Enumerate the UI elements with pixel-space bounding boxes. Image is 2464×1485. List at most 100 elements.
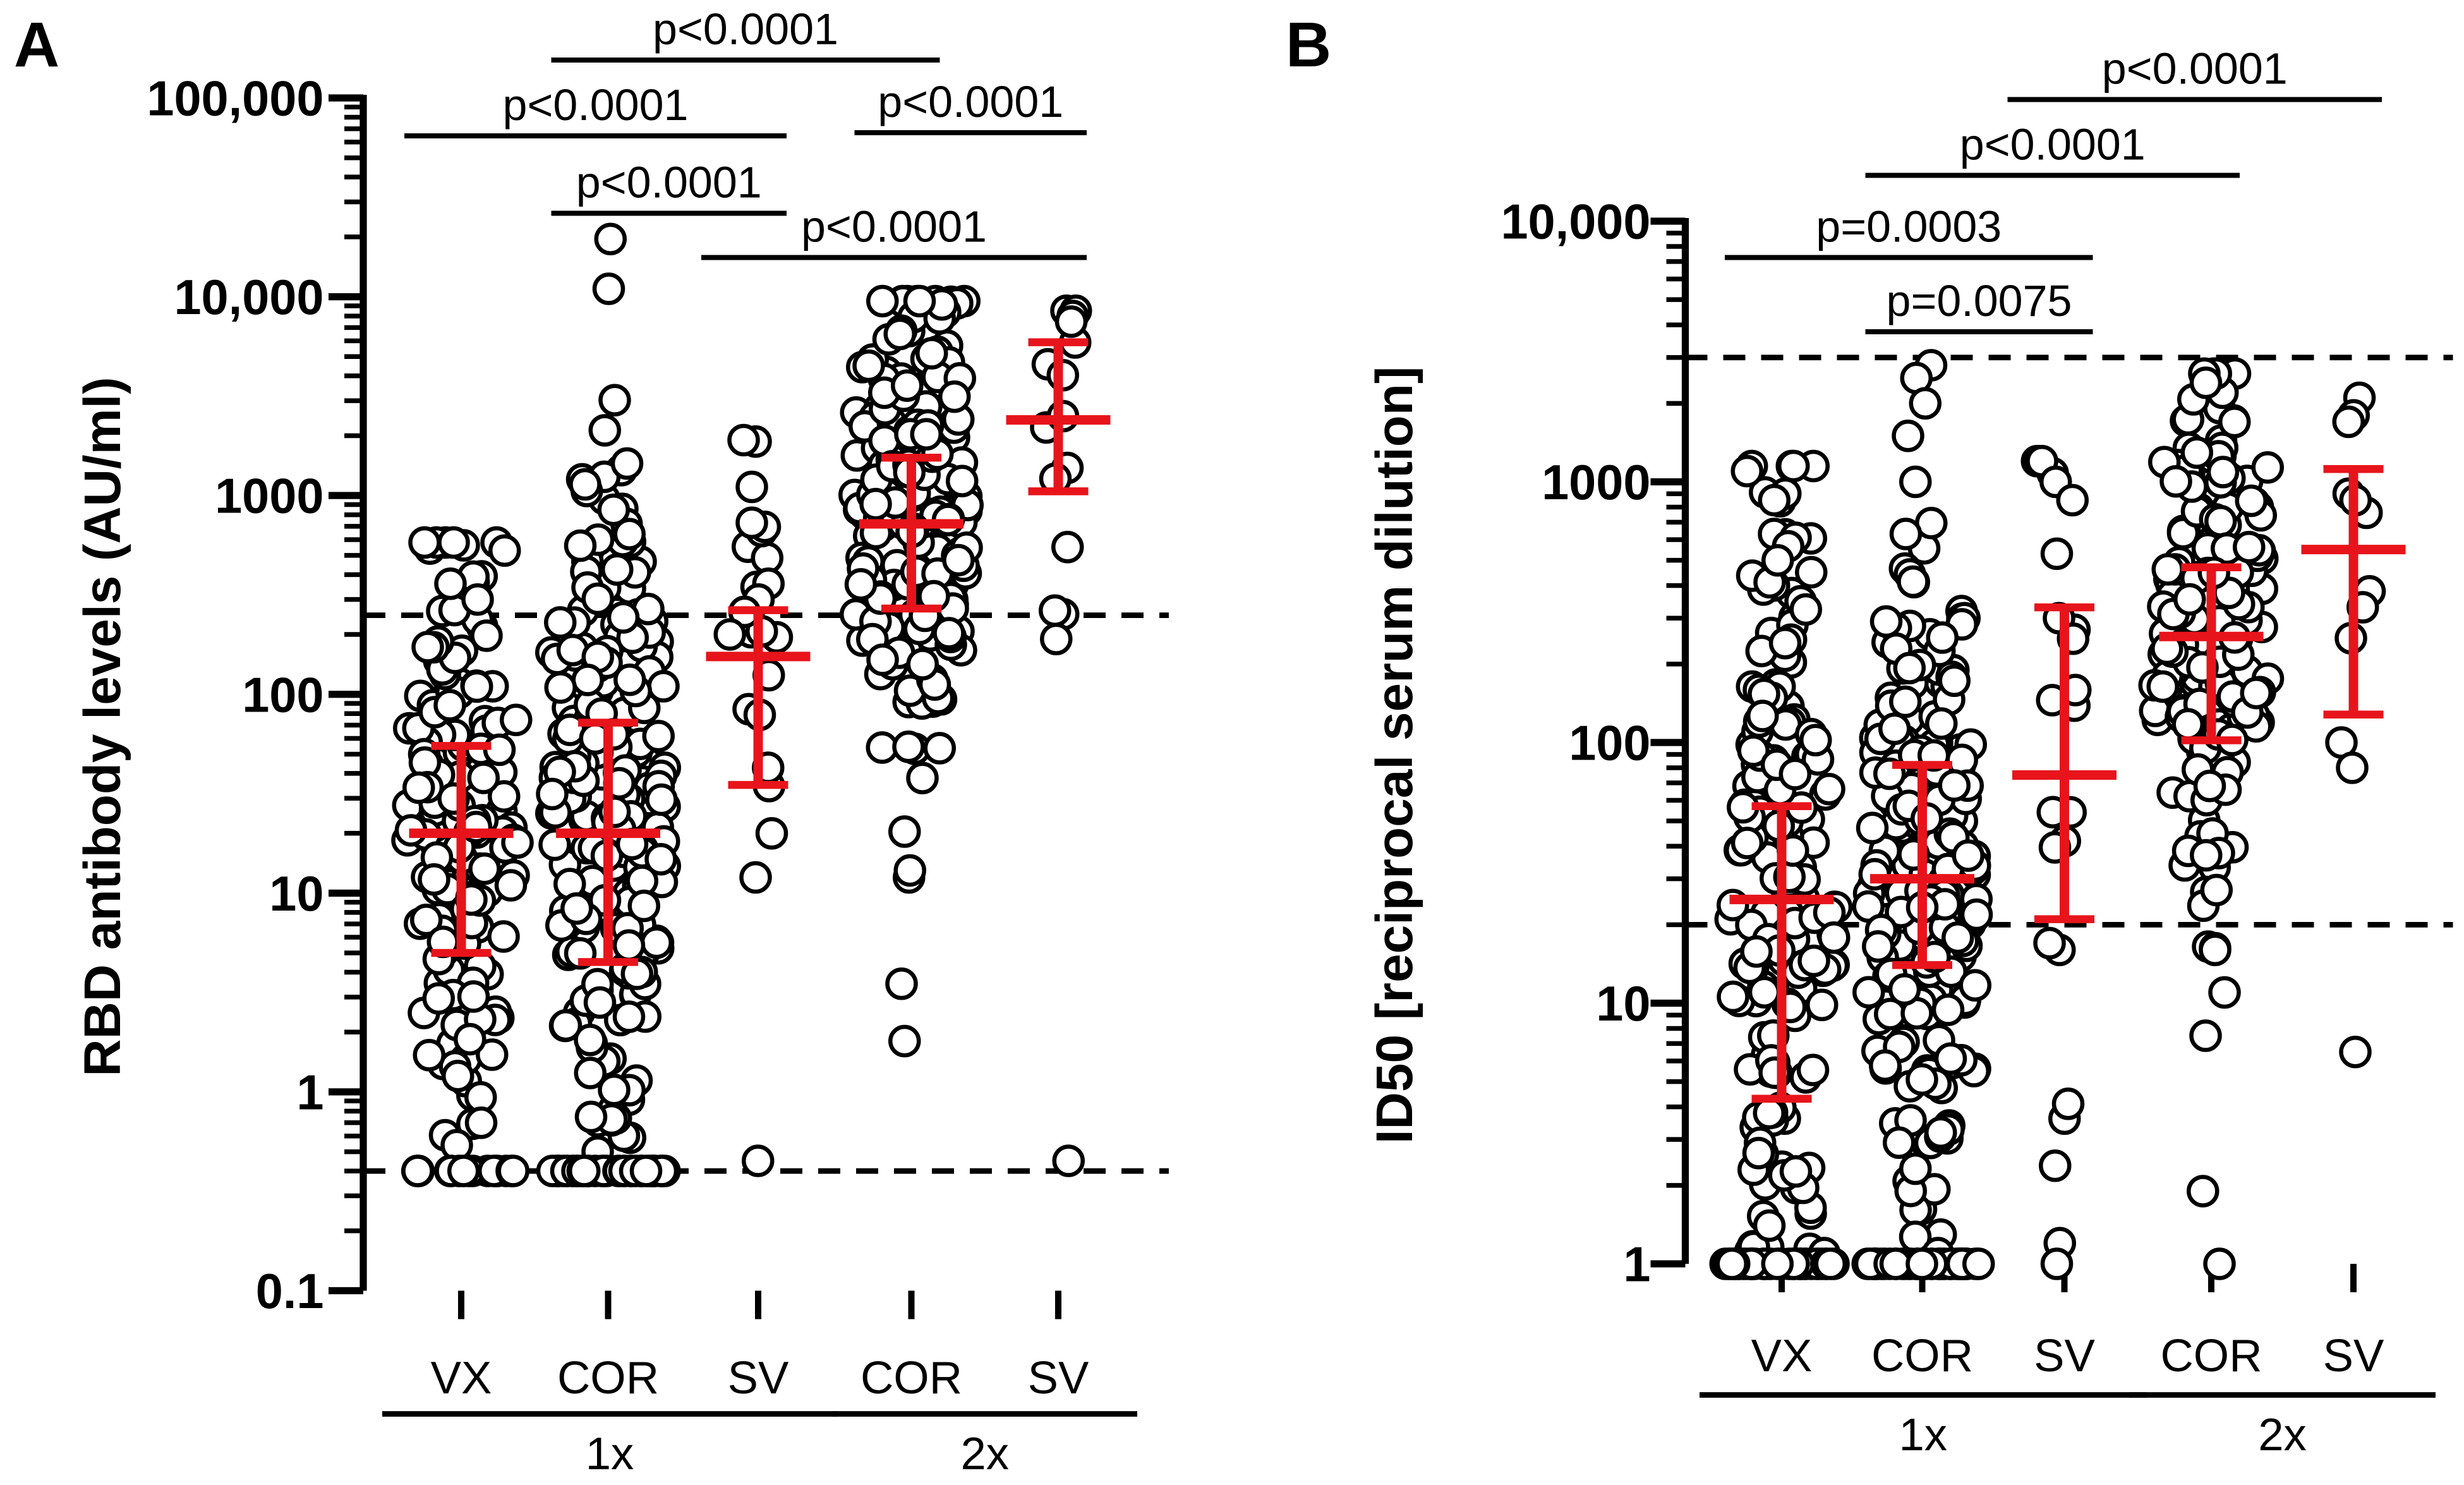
- data-point: [644, 843, 677, 876]
- data-point: [2173, 583, 2206, 616]
- significance-label: p<0.0001: [1960, 120, 2146, 169]
- data-point: [487, 920, 520, 953]
- data-point: [549, 1009, 583, 1042]
- data-point: [2193, 770, 2226, 803]
- data-point: [2146, 670, 2180, 703]
- data-point: [906, 761, 939, 794]
- data-point: [610, 447, 644, 480]
- data-point: [906, 648, 939, 681]
- data-point: [735, 470, 768, 504]
- x-category-label: SV: [2034, 1330, 2095, 1381]
- data-point: [1889, 518, 1923, 550]
- panel-b-plot: 1 10 100 1000 10,000 VX COR SV COR SV 1x 2x p<0.0001…: [1501, 44, 2453, 1460]
- data-point: [500, 703, 533, 737]
- data-point: [581, 582, 614, 615]
- y-tick-label: 100: [1569, 717, 1650, 771]
- data-point: [402, 771, 435, 804]
- data-point: [437, 526, 470, 559]
- data-point: [1761, 1247, 1794, 1280]
- y-axis-title-a: RBD antibody levels (AU/ml): [74, 377, 131, 1076]
- data-point: [1942, 921, 1974, 954]
- data-point: [1052, 1144, 1085, 1177]
- data-point: [1897, 565, 1930, 598]
- data-point: [1040, 622, 1073, 655]
- data-point: [488, 780, 521, 813]
- data-point: [413, 1039, 446, 1072]
- data-point: [910, 418, 943, 451]
- data-point: [411, 631, 444, 664]
- y-tick-label: 10,000: [1501, 195, 1650, 250]
- significance-label: p<0.0001: [878, 77, 1063, 126]
- data-point: [888, 815, 921, 848]
- data-point: [1924, 707, 1958, 740]
- data-point: [447, 1155, 480, 1187]
- x-category-label: SV: [2323, 1330, 2384, 1381]
- series-vx-dots: [1709, 449, 1853, 1280]
- y-tick-label: 10: [1596, 977, 1650, 1031]
- data-point: [464, 1106, 498, 1139]
- data-point: [2208, 976, 2241, 1009]
- data-point: [461, 583, 494, 616]
- data-point: [1893, 652, 1926, 684]
- y-tick-label: 1: [296, 1065, 323, 1120]
- data-point: [866, 643, 899, 676]
- data-point: [938, 380, 971, 413]
- data-point: [2200, 873, 2233, 907]
- data-point: [1814, 1247, 1847, 1280]
- x-category-label: COR: [557, 1352, 659, 1403]
- data-point: [408, 526, 441, 559]
- data-point: [418, 863, 450, 896]
- data-point: [598, 1074, 631, 1106]
- y-tick-label: 0.1: [256, 1264, 324, 1319]
- data-point: [476, 1038, 509, 1071]
- data-point: [1899, 465, 1932, 499]
- data-point: [1931, 993, 1965, 1026]
- data-point: [560, 892, 593, 925]
- data-point: [494, 869, 528, 902]
- data-point: [890, 369, 924, 403]
- data-point: [409, 903, 443, 936]
- data-point: [1962, 1247, 1995, 1280]
- y-axis-title-b: ID50 [reciprocal serum dilution]: [1366, 367, 1423, 1144]
- data-point: [1952, 839, 1984, 872]
- data-point: [1924, 1116, 1957, 1149]
- data-point: [739, 861, 772, 894]
- data-point: [1039, 594, 1072, 627]
- significance-label: p<0.0001: [801, 202, 987, 252]
- data-point: [866, 284, 899, 318]
- data-point: [1717, 980, 1749, 1014]
- data-point: [1861, 930, 1895, 963]
- data-point: [1869, 605, 1903, 638]
- data-point: [915, 337, 948, 370]
- data-point: [574, 1057, 607, 1089]
- data-point: [497, 1155, 529, 1187]
- significance-label: p<0.0001: [576, 158, 762, 207]
- data-point: [574, 1100, 608, 1134]
- data-point: [1758, 483, 1791, 517]
- data-point: [468, 852, 501, 885]
- y-tick-label: 10,000: [174, 270, 323, 325]
- data-point: [2038, 1149, 2072, 1182]
- data-point: [1753, 1209, 1786, 1242]
- y-tick-label: 10: [269, 867, 323, 921]
- data-point: [2189, 1019, 2222, 1052]
- data-point: [1909, 387, 1942, 420]
- data-point: [942, 543, 975, 577]
- panel-b: 1 10 100 1000 10,000 VX COR SV COR SV 1x 2x p<0.0001…: [1501, 44, 2453, 1460]
- data-point: [642, 719, 675, 753]
- data-point: [2332, 405, 2365, 439]
- data-point: [1888, 973, 1921, 1006]
- data-point: [859, 488, 892, 521]
- significance-label: p<0.0001: [2102, 44, 2288, 94]
- data-point: [933, 617, 965, 650]
- data-point: [2218, 406, 2251, 439]
- data-point: [612, 929, 646, 962]
- data-point: [1746, 700, 1779, 732]
- data-point: [588, 414, 621, 447]
- data-point: [1926, 621, 1959, 654]
- data-point: [2189, 367, 2223, 399]
- data-point: [1869, 1049, 1902, 1082]
- data-point: [713, 618, 747, 651]
- data-point: [460, 670, 493, 703]
- data-point: [2040, 537, 2074, 570]
